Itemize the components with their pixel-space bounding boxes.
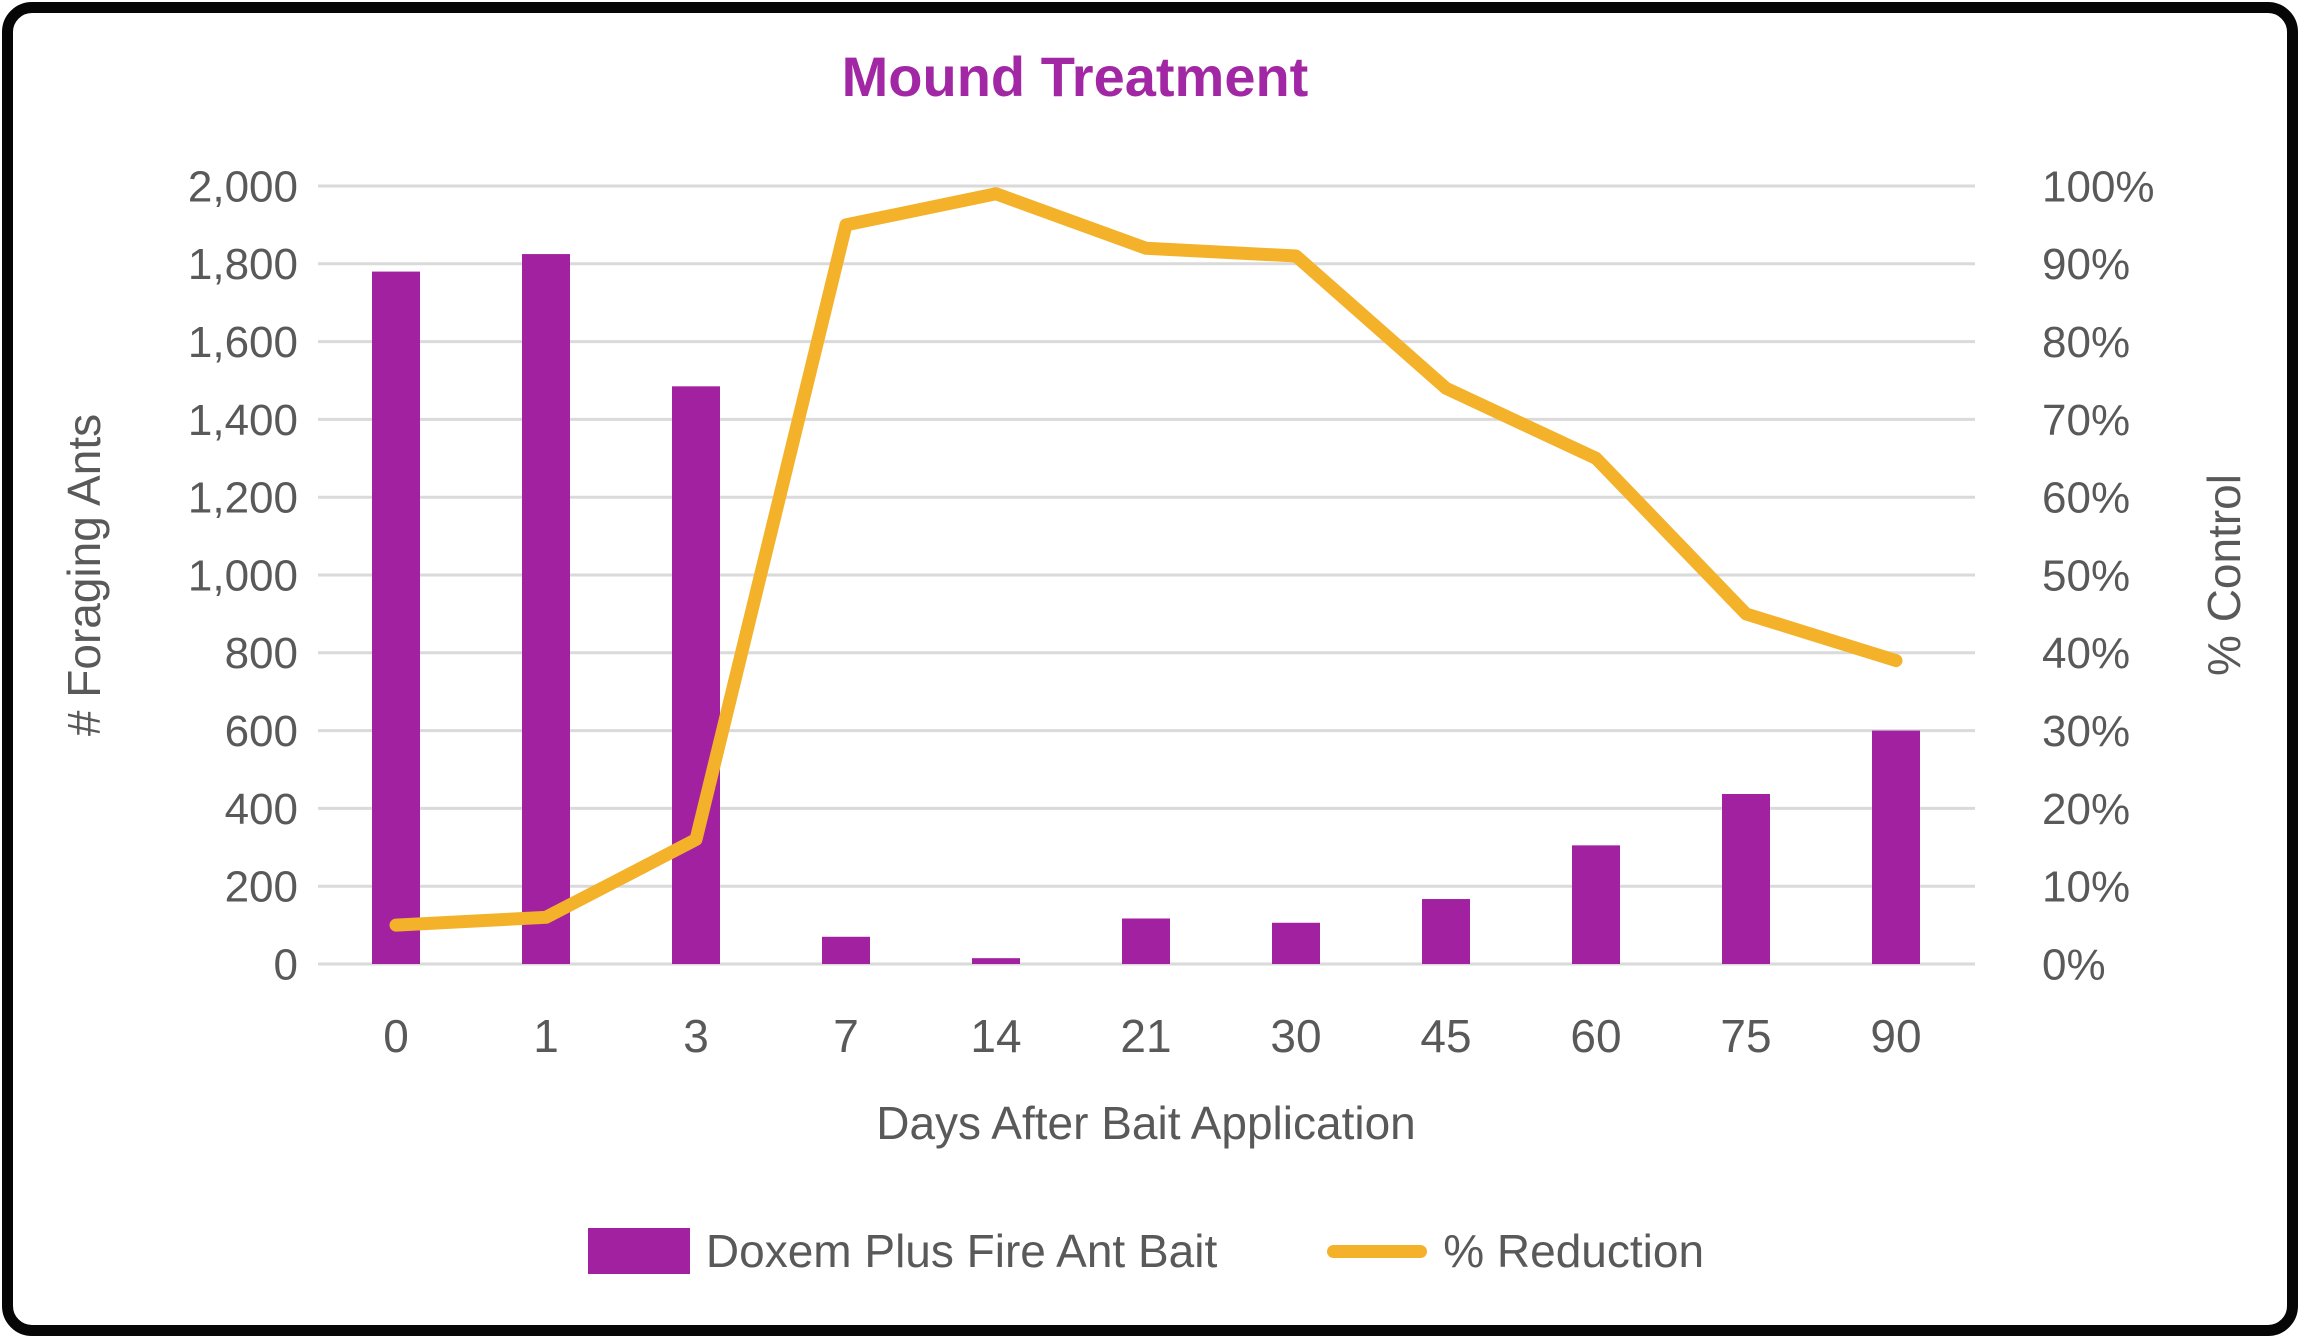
x-tick-label: 90	[1870, 1010, 1921, 1062]
y-right-tick-label: 10%	[2042, 863, 2130, 912]
bar-day-3	[672, 386, 720, 965]
x-tick-label: 14	[970, 1010, 1021, 1062]
y-right-tick-label: 100%	[2042, 162, 2155, 211]
y-left-tick-label: 2,000	[188, 162, 298, 211]
y-left-tick-label: 1,800	[188, 240, 298, 289]
bar-day-14	[972, 958, 1020, 964]
x-tick-label: 21	[1120, 1010, 1171, 1062]
y-left-tick-label: 0	[274, 940, 298, 989]
y-left-tick-label: 600	[225, 707, 298, 756]
y-left-tick-label: 800	[225, 629, 298, 678]
bar-day-0	[372, 271, 420, 965]
y-right-tick-label: 50%	[2042, 551, 2130, 600]
bar-day-7	[822, 936, 870, 964]
legend-label-bars: Doxem Plus Fire Ant Bait	[705, 1225, 1218, 1277]
legend-label-line: % Reduction	[1443, 1225, 1705, 1277]
y-right-tick-label: 20%	[2042, 785, 2130, 834]
x-tick-label: 30	[1270, 1010, 1321, 1062]
bar-swatch-icon	[587, 1228, 690, 1274]
line-swatch-icon	[1327, 1244, 1428, 1258]
y-right-tick-label: 80%	[2042, 318, 2130, 367]
x-tick-label: 3	[683, 1010, 709, 1062]
legend-item-line: % Reduction	[1327, 1224, 1704, 1278]
y-left-tick-label: 1,000	[188, 551, 298, 600]
x-tick-label: 60	[1570, 1010, 1621, 1062]
chart-title: Mound Treatment	[841, 45, 1309, 108]
y-left-tick-label: 1,400	[188, 396, 298, 445]
bar-day-1	[522, 254, 570, 964]
bar-day-90	[1872, 730, 1920, 964]
y-right-tick-label: 30%	[2042, 707, 2130, 756]
x-tick-label: 45	[1420, 1010, 1471, 1062]
bar-day-45	[1422, 899, 1470, 964]
bar-day-30	[1272, 922, 1320, 964]
y-right-tick-label: 60%	[2042, 474, 2130, 523]
x-tick-label: 0	[383, 1010, 409, 1062]
x-axis-title: Days After Bait Application	[876, 1097, 1416, 1149]
y-right-tick-label: 0%	[2042, 940, 2106, 989]
bar-day-75	[1722, 794, 1770, 964]
bar-day-60	[1572, 845, 1620, 964]
y-left-tick-label: 1,200	[188, 474, 298, 523]
reduction-line	[389, 187, 1903, 932]
y-right-tick-label: 40%	[2042, 629, 2130, 678]
y-left-tick-label: 400	[225, 785, 298, 834]
y-left-tick-label: 200	[225, 863, 298, 912]
y-left-tick-label: 1,600	[188, 318, 298, 367]
y-right-tick-label: 70%	[2042, 396, 2130, 445]
bar-day-21	[1122, 918, 1170, 964]
x-tick-label: 75	[1720, 1010, 1771, 1062]
legend-item-bars: Doxem Plus Fire Ant Bait	[587, 1224, 1218, 1278]
y-right-tick-label: 90%	[2042, 240, 2130, 289]
x-tick-label: 1	[533, 1010, 559, 1062]
legend: Doxem Plus Fire Ant Bait % Reduction	[321, 1224, 1971, 1278]
x-tick-label: 7	[833, 1010, 859, 1062]
